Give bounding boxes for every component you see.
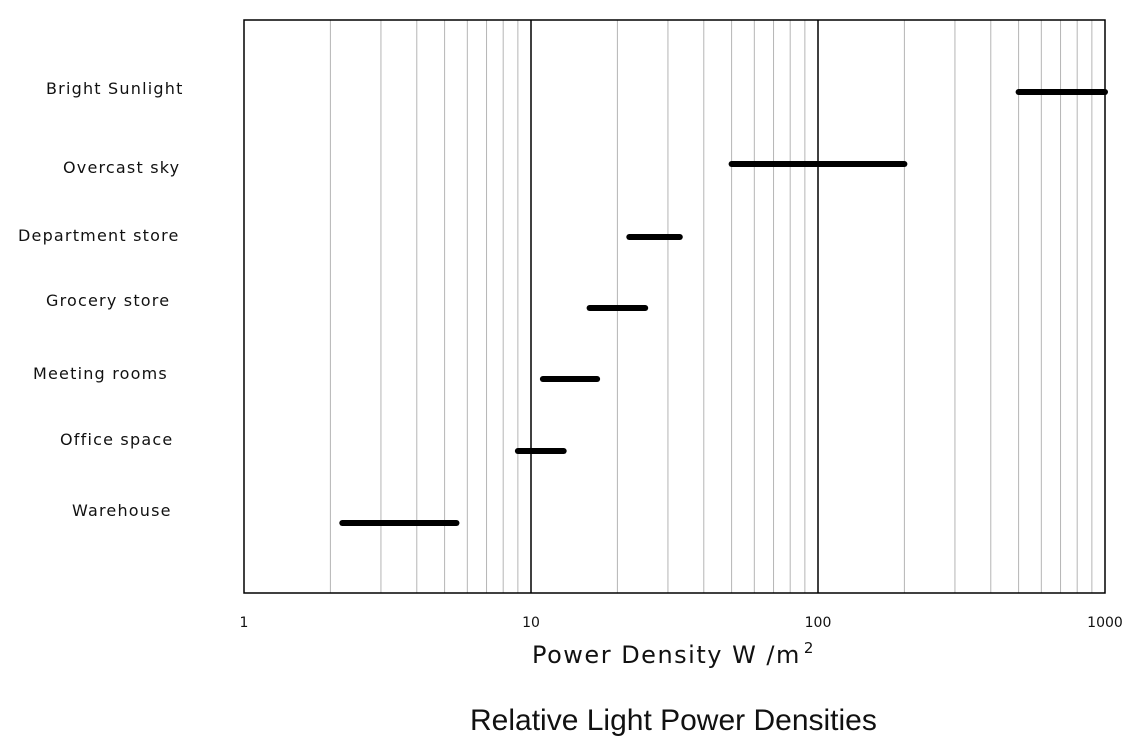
category-label: Warehouse (72, 501, 172, 520)
category-label: Overcast sky (63, 158, 180, 177)
x-tick-label: 1 (240, 615, 249, 631)
x-tick-label: 1000 (1087, 615, 1123, 631)
x-axis-label-superscript: 2 (804, 639, 815, 657)
category-label: Department store (18, 226, 180, 245)
x-axis-label: Power Density W /m 2 (532, 639, 815, 669)
category-labels: Bright Sunlight Overcast sky Department st… (18, 79, 184, 520)
category-label: Bright Sunlight (46, 79, 184, 98)
category-label: Office space (60, 430, 173, 449)
grid-lines (329, 20, 1093, 593)
x-tick-label: 10 (522, 615, 540, 631)
plot-area-border (243, 19, 1106, 594)
chart-title: Relative Light Power Densities (470, 704, 877, 737)
x-tick-labels: 1 10 100 1000 (240, 615, 1123, 631)
x-tick-label: 100 (805, 615, 832, 631)
category-label: Grocery store (46, 291, 170, 310)
category-label: Meeting rooms (33, 364, 168, 383)
x-axis-label-text: Power Density W /m (532, 641, 801, 669)
range-bars (339, 89, 1108, 526)
